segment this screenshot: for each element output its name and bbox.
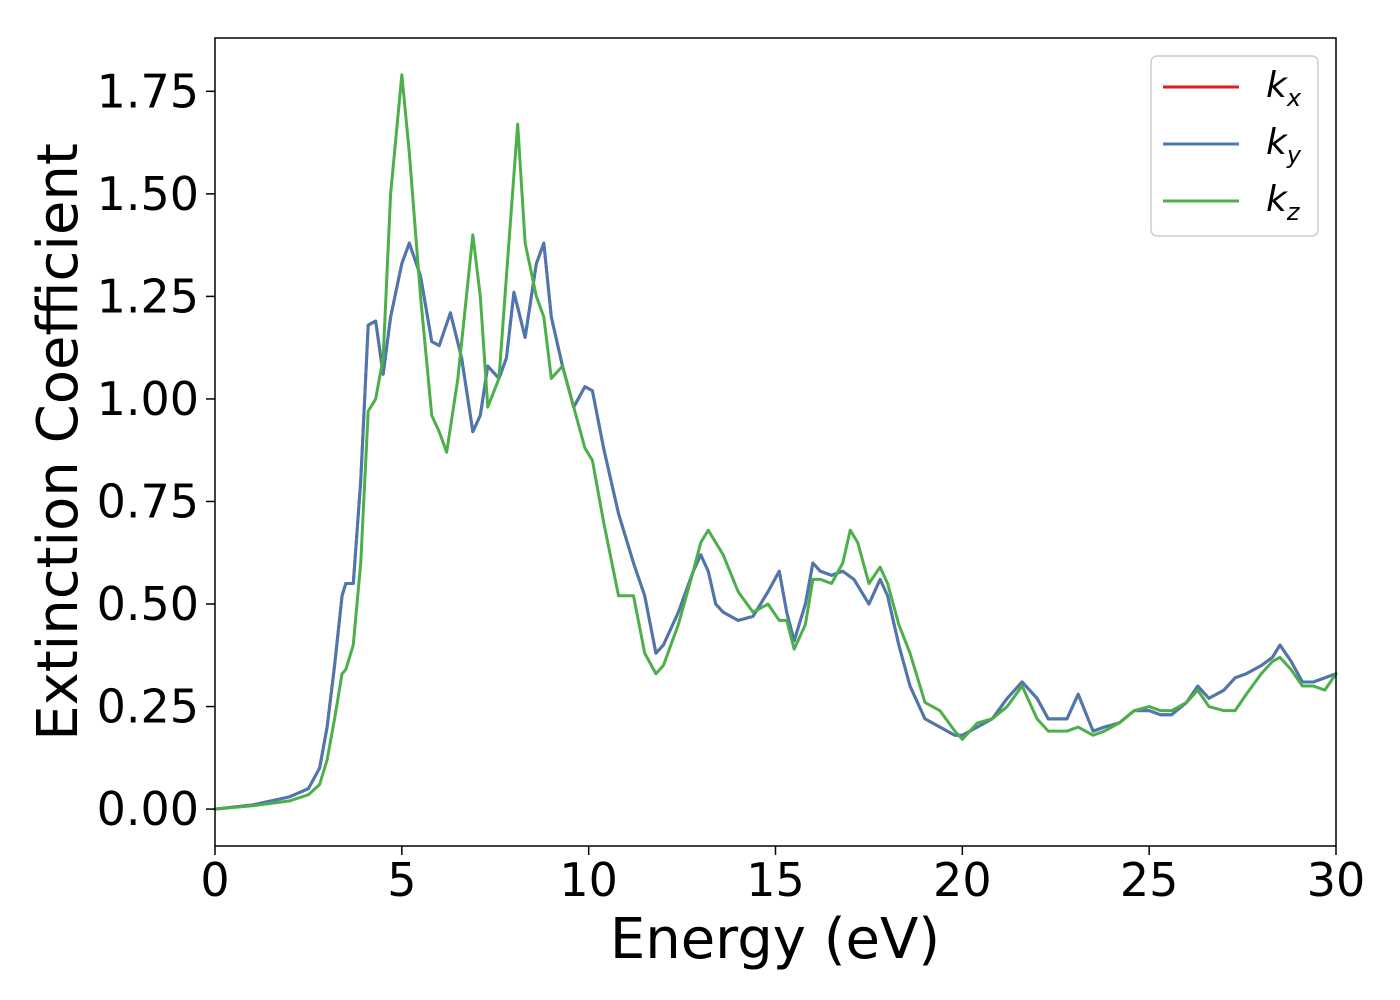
series-layer bbox=[213, 73, 1338, 811]
y-tick-label: 1.75 bbox=[97, 64, 199, 118]
y-tick-label: 1.25 bbox=[97, 269, 199, 323]
y-tick-label: 1.00 bbox=[97, 372, 199, 426]
legend-label-ky: ky bbox=[1266, 122, 1302, 169]
y-axis-ticks: 0.00 0.25 0.50 0.75 1.00 1.25 1.50 1.75 bbox=[97, 64, 215, 836]
legend-label-kz: kz bbox=[1266, 179, 1301, 226]
y-tick-label: 1.50 bbox=[97, 167, 199, 221]
x-tick-label: 5 bbox=[387, 853, 416, 907]
x-tick-label: 25 bbox=[1120, 853, 1179, 907]
y-tick-label: 0.25 bbox=[97, 680, 199, 734]
x-tick-label: 10 bbox=[559, 853, 618, 907]
x-tick-label: 0 bbox=[200, 853, 229, 907]
x-tick-label: 15 bbox=[746, 853, 805, 907]
x-axis-ticks: 0 5 10 15 20 25 30 bbox=[200, 846, 1365, 907]
series-line-ky bbox=[213, 241, 1338, 811]
series-line-kz bbox=[213, 73, 1338, 811]
legend: kx ky kz bbox=[1150, 55, 1319, 237]
y-tick-label: 0.50 bbox=[97, 577, 199, 631]
y-tick-label: 0.75 bbox=[97, 474, 199, 528]
y-axis-label: Extinction Coefficient bbox=[26, 143, 91, 741]
x-tick-label: 30 bbox=[1307, 853, 1366, 907]
x-tick-label: 20 bbox=[933, 853, 992, 907]
legend-frame bbox=[1150, 55, 1319, 237]
x-axis-label: Energy (eV) bbox=[610, 907, 940, 972]
y-tick-label: 0.00 bbox=[97, 782, 199, 836]
legend-label-kx: kx bbox=[1266, 65, 1302, 112]
